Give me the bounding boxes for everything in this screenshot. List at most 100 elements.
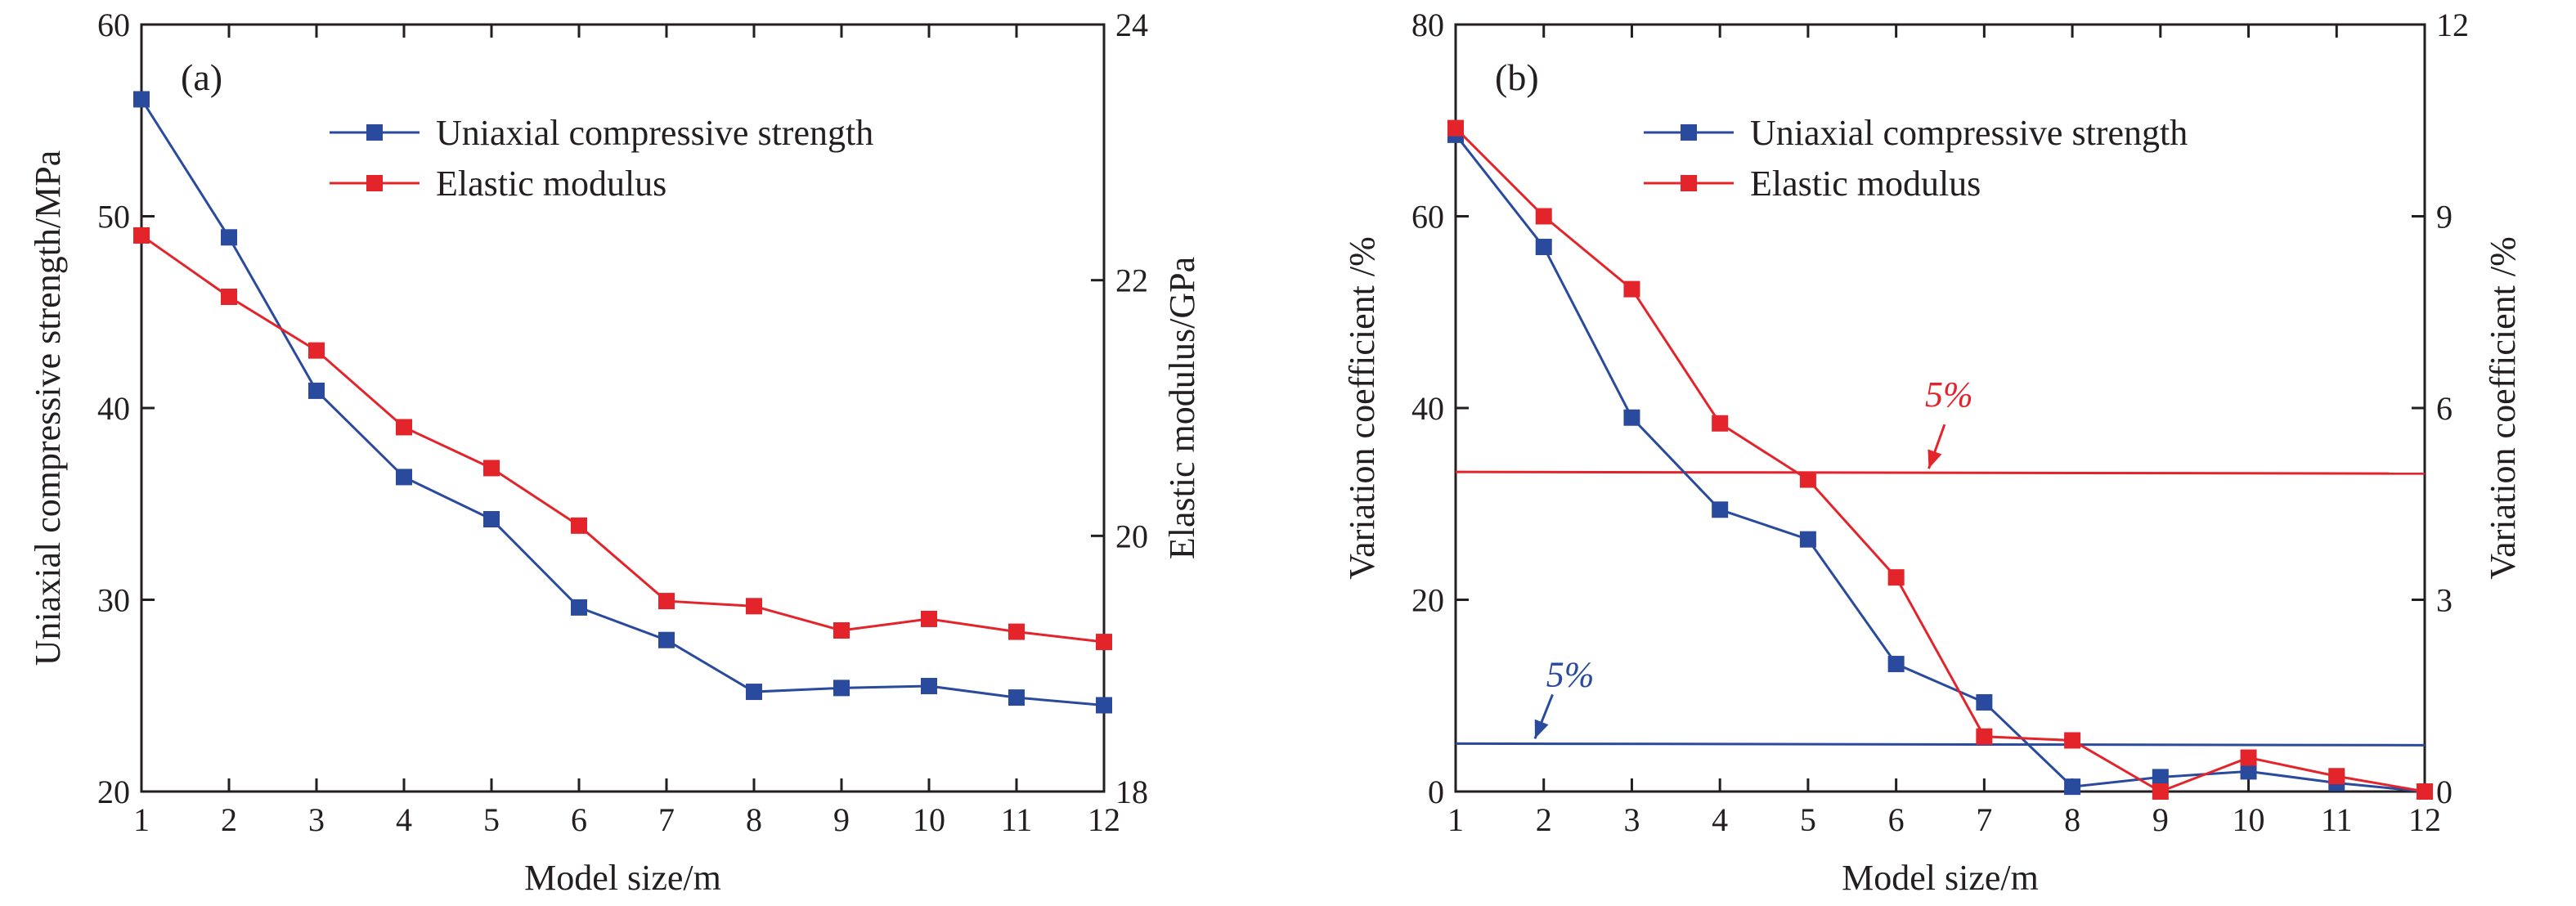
- x-tick-label: 7: [1976, 801, 1992, 838]
- data-point: [1712, 415, 1729, 432]
- data-point: [2240, 749, 2257, 766]
- data-point: [1008, 689, 1025, 706]
- data-point: [483, 511, 500, 528]
- data-point: [571, 599, 587, 616]
- y-tick-label: 80: [1411, 7, 1444, 43]
- x-tick-label: 4: [1712, 801, 1728, 838]
- data-point: [1535, 208, 1552, 225]
- data-point: [1799, 471, 1816, 488]
- y-tick-label: 0: [1428, 774, 1444, 810]
- data-point: [221, 288, 237, 305]
- y-tick-label: 40: [97, 390, 130, 427]
- data-point: [833, 622, 850, 639]
- x-tick-label: 11: [2321, 801, 2353, 838]
- reference-label: 5%: [1925, 375, 1973, 415]
- x-tick-label: 2: [1536, 801, 1552, 838]
- y2-tick-label: 18: [1115, 774, 1148, 810]
- y2-tick-label: 12: [2436, 7, 2469, 43]
- y2-axis-title: Variation coefficient /%: [2483, 236, 2523, 579]
- y-tick-label: 20: [97, 774, 130, 810]
- y-tick-label: 30: [97, 582, 130, 619]
- series-line-em: [1454, 127, 2426, 793]
- data-point: [746, 598, 762, 615]
- data-point: [833, 680, 850, 697]
- data-point: [2064, 732, 2081, 749]
- y2-axis-title: Elastic modulus/GPa: [1162, 257, 1202, 559]
- data-point: [1623, 280, 1640, 298]
- x-tick-label: 3: [1623, 801, 1640, 838]
- x-tick-label: 4: [396, 801, 412, 838]
- y-tick-label: 60: [1411, 199, 1444, 235]
- legend-label: Uniaxial compressive strength: [436, 113, 873, 153]
- data-point: [921, 678, 937, 695]
- y-axis-title: Variation coefficient /%: [1342, 236, 1382, 579]
- data-point: [921, 610, 937, 627]
- data-point: [1096, 634, 1112, 651]
- x-tick-label: 5: [1800, 801, 1816, 838]
- x-tick-label: 10: [2233, 801, 2265, 838]
- x-tick-label: 5: [483, 801, 500, 838]
- x-axis-title: Model size/m: [1842, 858, 2039, 898]
- y2-tick-label: 20: [1115, 518, 1148, 554]
- data-point: [396, 469, 412, 486]
- data-point: [133, 91, 150, 108]
- data-point: [1976, 693, 1993, 711]
- y2-tick-label: 6: [2436, 390, 2453, 427]
- data-point: [1096, 697, 1112, 714]
- y-tick-label: 60: [97, 7, 130, 43]
- data-point: [2152, 783, 2169, 800]
- legend-marker: [1681, 124, 1697, 141]
- x-tick-label: 1: [133, 801, 150, 838]
- panel-label: (a): [181, 56, 222, 98]
- data-point: [658, 593, 675, 610]
- data-point: [2328, 768, 2345, 785]
- y2-tick-label: 3: [2436, 582, 2453, 619]
- x-tick-label: 7: [658, 801, 675, 838]
- panel-label: (b): [1495, 56, 1539, 98]
- data-point: [2064, 778, 2081, 796]
- y2-tick-label: 22: [1115, 262, 1148, 299]
- y2-tick-label: 9: [2436, 199, 2453, 235]
- data-point: [1887, 569, 1905, 586]
- data-point: [308, 342, 325, 359]
- data-point: [746, 684, 762, 701]
- data-point: [1447, 119, 1464, 137]
- x-tick-label: 9: [2152, 801, 2169, 838]
- data-point: [1008, 623, 1025, 640]
- reference-line: [1455, 470, 2426, 475]
- data-point: [133, 226, 150, 244]
- data-point: [658, 631, 675, 648]
- x-tick-label: 6: [1888, 801, 1905, 838]
- y-tick-label: 50: [97, 199, 130, 235]
- x-tick-label: 9: [833, 801, 850, 838]
- data-point: [483, 460, 500, 477]
- legend-label: Uniaxial compressive strength: [1750, 113, 2188, 153]
- series-line-ucs: [140, 98, 1105, 706]
- series-line-ucs: [1454, 133, 2426, 793]
- y-tick-label: 40: [1411, 390, 1444, 427]
- data-point: [2240, 763, 2257, 780]
- reference-label: 5%: [1546, 654, 1595, 694]
- x-tick-label: 12: [1088, 801, 1120, 838]
- data-point: [1799, 531, 1816, 548]
- data-point: [308, 382, 325, 399]
- data-point: [2417, 783, 2433, 800]
- data-point: [396, 419, 412, 436]
- data-point: [221, 229, 237, 246]
- x-tick-label: 3: [308, 801, 325, 838]
- legend-label: Elastic modulus: [436, 164, 666, 204]
- y-tick-label: 20: [1411, 582, 1444, 619]
- data-point: [1887, 656, 1905, 673]
- series-line-em: [141, 234, 1105, 644]
- legend-marker: [1681, 175, 1697, 191]
- reference-arrow-head: [1534, 719, 1549, 739]
- reference-arrow-head: [1928, 449, 1942, 469]
- data-point: [2152, 769, 2169, 786]
- data-point: [571, 517, 587, 534]
- x-tick-label: 10: [913, 801, 945, 838]
- x-tick-label: 12: [2408, 801, 2441, 838]
- y2-tick-label: 24: [1115, 7, 1148, 43]
- x-tick-label: 11: [1001, 801, 1033, 838]
